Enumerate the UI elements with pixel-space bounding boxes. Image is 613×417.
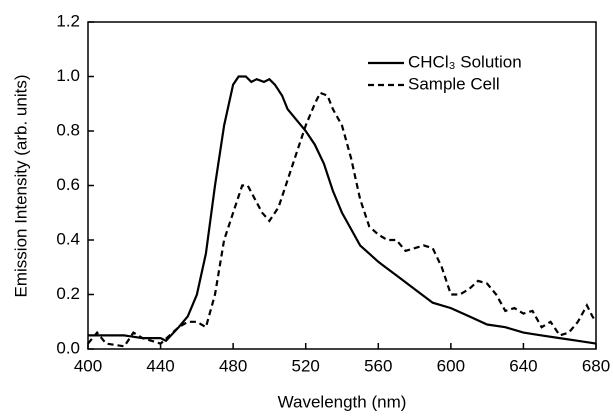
y-tick-label: 0.6 <box>56 175 80 194</box>
x-tick-label: 440 <box>146 356 174 375</box>
y-tick-label: 0.2 <box>56 284 80 303</box>
x-tick-label: 640 <box>509 356 537 375</box>
x-tick-label: 400 <box>74 356 102 375</box>
y-tick-label: 1.2 <box>56 11 80 30</box>
series-line <box>88 75 597 345</box>
y-tick-label: 0.0 <box>56 338 80 357</box>
series-line <box>87 91 597 348</box>
y-tick-label: 1.0 <box>56 66 80 85</box>
x-tick-label: 560 <box>364 356 392 375</box>
x-axis-label: Wavelength (nm) <box>278 392 407 411</box>
x-tick-label: 680 <box>582 356 610 375</box>
y-tick-label: 0.4 <box>56 229 80 248</box>
y-axis-label: Emission Intensity (arb. units) <box>11 75 30 298</box>
x-tick-label: 480 <box>219 356 247 375</box>
x-tick-label: 520 <box>292 356 320 375</box>
x-tick-label: 600 <box>437 356 465 375</box>
y-tick-label: 0.8 <box>56 120 80 139</box>
legend-label: Sample Cell <box>408 74 500 93</box>
legend-label: CHCl₃ Solution <box>408 52 522 71</box>
